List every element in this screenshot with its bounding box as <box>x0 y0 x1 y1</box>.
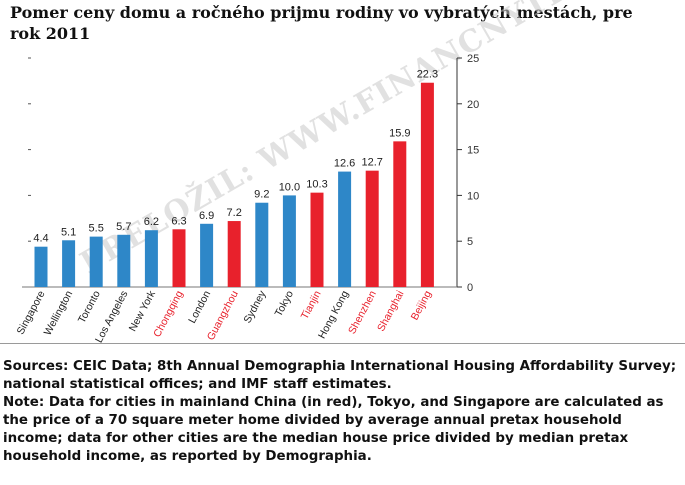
bar-new-york <box>144 230 158 287</box>
bar-value-label: 12.6 <box>334 158 355 170</box>
bar-value-label: 12.7 <box>361 157 382 169</box>
bar-value-label: 5.7 <box>116 221 131 233</box>
bar-value-label: 5.5 <box>89 223 104 235</box>
bar-value-label: 7.2 <box>227 207 242 219</box>
bar-value-label: 6.2 <box>144 216 159 228</box>
bar-wellington <box>62 240 76 287</box>
x-tick-label: Tianjin <box>299 289 324 322</box>
x-tick-label: London <box>186 289 213 326</box>
x-tick-label: Sydney <box>241 288 268 325</box>
bar-tokyo <box>282 195 296 287</box>
bar-sydney <box>255 202 269 287</box>
bar-hong-kong <box>338 171 352 287</box>
divider <box>0 343 685 344</box>
bar-value-label: 22.3 <box>417 69 438 81</box>
x-tick-label: Beijing <box>409 289 434 323</box>
bar-value-label: 6.3 <box>171 215 186 227</box>
bar-london <box>200 223 214 287</box>
note-text: Note: Data for cities in mainland China … <box>3 395 664 464</box>
chart-title: Pomer ceny domu a ročného prijmu rodiny … <box>10 3 633 43</box>
y-tick-label: 0 <box>467 282 473 294</box>
bar-value-label: 5.1 <box>61 226 76 238</box>
bar-value-label: 9.2 <box>254 189 269 201</box>
bar-value-label: 4.4 <box>33 233 48 245</box>
x-tick-label: Tokyo <box>273 289 297 319</box>
bar-value-label: 15.9 <box>389 127 410 139</box>
bar-los-angeles <box>117 234 131 287</box>
x-tick-label: New York <box>127 288 159 333</box>
sources-text: Sources: CEIC Data; 8th Annual Demograph… <box>3 359 677 392</box>
bar-value-label: 6.9 <box>199 210 214 222</box>
bar-beijing <box>420 82 434 288</box>
bar-toronto <box>89 236 103 287</box>
x-tick-label: Shenzhen <box>346 289 379 337</box>
bar-chongqing <box>172 229 186 287</box>
x-tick-label: Toronto <box>76 289 103 326</box>
bar-shenzhen <box>365 170 379 287</box>
y-tick-label: 20 <box>467 99 479 111</box>
bar-value-label: 10.3 <box>306 179 327 191</box>
bar-value-label: 10.0 <box>279 181 300 193</box>
y-tick-label: 15 <box>467 145 479 157</box>
bar-shanghai <box>393 141 407 287</box>
y-tick-label: 25 <box>467 53 479 65</box>
watermark-text: PRELOŽIL: WWW.FINANCNYTRH.COM <box>74 0 685 281</box>
y-tick-label: 10 <box>467 190 479 202</box>
bar-tianjin <box>310 192 324 287</box>
bar-guangzhou <box>227 221 241 287</box>
y-tick-label: 5 <box>467 236 473 248</box>
notes-block: Sources: CEIC Data; 8th Annual Demograph… <box>3 358 683 466</box>
x-tick-label: Shanghai <box>375 289 406 334</box>
bar-singapore <box>34 246 48 287</box>
